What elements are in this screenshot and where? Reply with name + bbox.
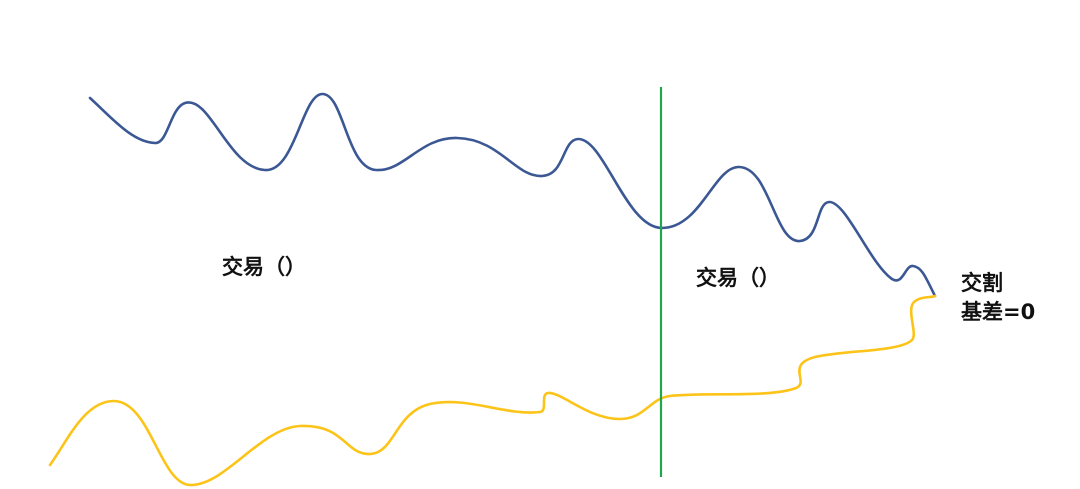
right-phase-label: 交易（） xyxy=(696,266,780,290)
lower-price-curve xyxy=(48,294,937,487)
left-phase-label: 交易（） xyxy=(222,255,306,279)
delivery-label: 交割 xyxy=(961,271,1003,295)
upper-price-curve xyxy=(88,92,937,298)
basis-zero-label: 基差=0 xyxy=(961,300,1036,324)
